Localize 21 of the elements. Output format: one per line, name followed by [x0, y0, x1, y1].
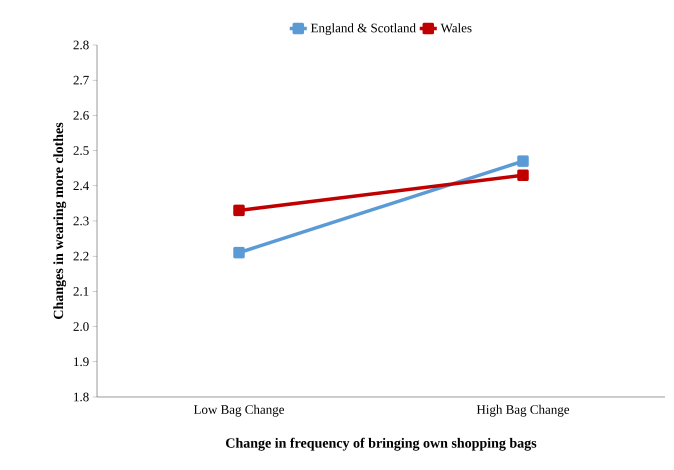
y-tick-label: 2.7 — [74, 76, 89, 85]
x-tick-label: Low Bag Change — [194, 404, 284, 417]
point — [517, 155, 529, 167]
y-tick-label: 2.1 — [74, 286, 88, 296]
y-tick-label: 2.5 — [74, 146, 89, 155]
point — [233, 246, 245, 258]
y-tick-label: 2.0 — [74, 322, 89, 332]
y-axis-title: Changes in wearing more clothes — [53, 122, 66, 319]
y-tick-label: 2.6 — [74, 110, 89, 120]
point — [233, 204, 245, 216]
legend-label: England & Scotland — [310, 23, 416, 36]
y-tick-label: 1.9 — [74, 357, 89, 366]
y-tick-label: 1.8 — [74, 392, 89, 402]
y-tick-label: 2.4 — [74, 181, 90, 190]
y-tick-label: 2.8 — [74, 40, 89, 50]
y-tick-label: 2.2 — [74, 252, 88, 261]
point — [517, 169, 529, 181]
legend-label: Wales — [440, 23, 472, 32]
x-tick-label: High Bag Change — [476, 404, 570, 417]
y-tick-label: 2.3 — [74, 216, 89, 226]
x-axis-title: Change in frequency of bringing own shopping bags — [226, 438, 536, 451]
